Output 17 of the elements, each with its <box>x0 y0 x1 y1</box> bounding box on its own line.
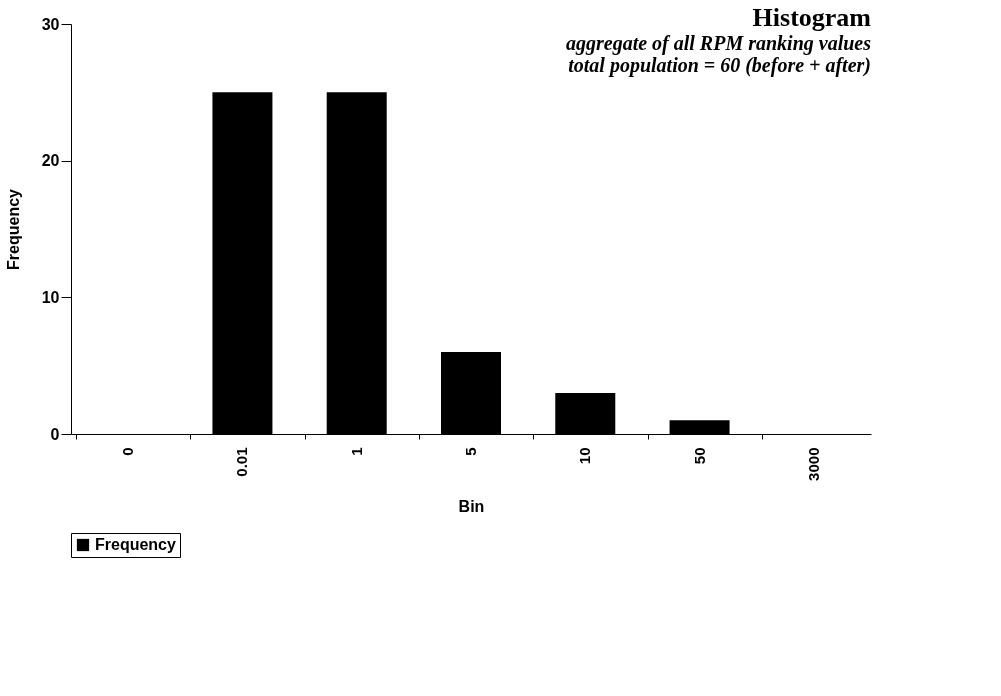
x-tick-label: 5 <box>462 447 479 456</box>
x-tick-label: 1 <box>347 447 365 456</box>
chart-title: Histogram <box>752 3 872 32</box>
x-tick-label: 50 <box>690 447 708 465</box>
x-axis-title: Bin <box>458 497 485 515</box>
y-axis-title: Frequency <box>4 188 22 270</box>
chart-subtitle: aggregate of all RPM ranking values <box>565 32 872 55</box>
x-tick-label: 3000 <box>804 447 822 481</box>
x-tick-label: 10 <box>576 447 594 465</box>
y-tick-label: 20 <box>41 152 60 170</box>
y-tick-label: 10 <box>41 288 60 306</box>
x-tick-label: 0.01 <box>233 447 251 477</box>
legend-label: Frequency <box>95 536 177 553</box>
x-tick-label: 0 <box>119 447 137 456</box>
y-tick-label: 30 <box>41 15 60 33</box>
annotation: total population = 60 (before + after) <box>568 54 871 77</box>
y-tick-label: 0 <box>50 425 60 443</box>
